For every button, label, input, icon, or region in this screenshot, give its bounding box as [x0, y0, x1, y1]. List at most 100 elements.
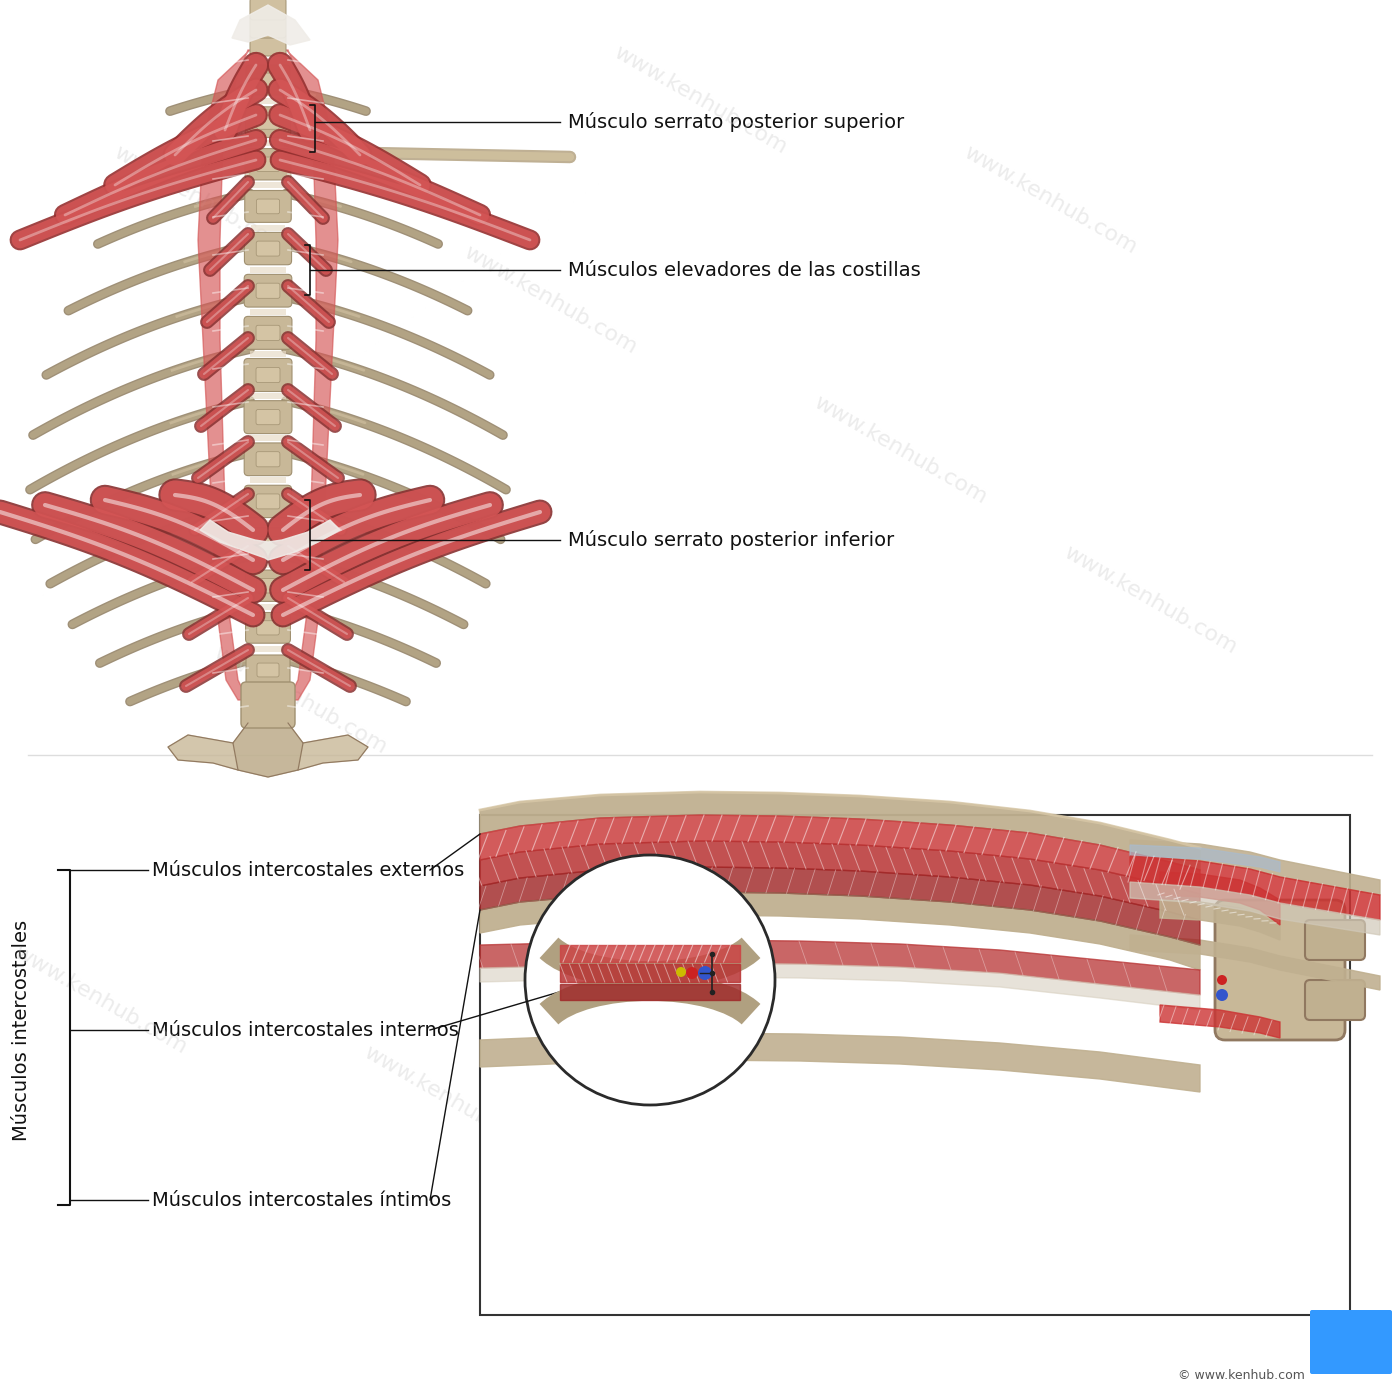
Bar	[252, 645, 284, 652]
FancyBboxPatch shape	[245, 232, 291, 265]
Text: www.kenhub.com: www.kenhub.com	[360, 1042, 540, 1158]
Bar	[251, 266, 286, 273]
FancyBboxPatch shape	[256, 199, 280, 214]
Polygon shape	[197, 50, 251, 700]
Circle shape	[525, 855, 776, 1105]
FancyBboxPatch shape	[244, 358, 293, 392]
Polygon shape	[232, 722, 302, 777]
Polygon shape	[480, 867, 1200, 945]
Polygon shape	[298, 735, 368, 770]
Text: Músculo serrato posterior inferior: Músculo serrato posterior inferior	[568, 531, 895, 550]
Polygon shape	[480, 963, 1200, 1009]
Polygon shape	[1161, 872, 1280, 925]
Polygon shape	[1161, 1005, 1280, 1037]
Text: www.kenhub.com: www.kenhub.com	[10, 942, 190, 1058]
Text: KEN: KEN	[1330, 1322, 1372, 1340]
FancyBboxPatch shape	[258, 73, 279, 87]
FancyBboxPatch shape	[256, 494, 280, 510]
FancyBboxPatch shape	[1215, 900, 1345, 1040]
Text: www.kenhub.com: www.kenhub.com	[610, 42, 790, 158]
Text: www.kenhub.com: www.kenhub.com	[1009, 1193, 1190, 1308]
FancyBboxPatch shape	[245, 148, 291, 181]
Polygon shape	[1161, 900, 1280, 939]
Polygon shape	[480, 892, 1200, 970]
FancyBboxPatch shape	[251, 0, 286, 20]
FancyBboxPatch shape	[245, 106, 290, 137]
Bar	[251, 603, 284, 610]
FancyBboxPatch shape	[256, 620, 279, 636]
FancyBboxPatch shape	[258, 664, 279, 678]
FancyBboxPatch shape	[256, 241, 280, 256]
FancyBboxPatch shape	[251, 15, 286, 38]
FancyBboxPatch shape	[245, 570, 291, 602]
Polygon shape	[168, 735, 238, 770]
FancyBboxPatch shape	[245, 190, 291, 223]
Polygon shape	[480, 1033, 1200, 1092]
Bar	[251, 351, 286, 357]
Polygon shape	[480, 815, 1200, 895]
FancyBboxPatch shape	[256, 367, 280, 382]
FancyBboxPatch shape	[256, 283, 280, 298]
Bar	[251, 519, 286, 525]
Polygon shape	[480, 841, 1200, 920]
Text: HUB: HUB	[1330, 1345, 1372, 1364]
Bar	[252, 98, 284, 104]
FancyBboxPatch shape	[244, 274, 291, 307]
Bar	[251, 182, 284, 189]
FancyBboxPatch shape	[256, 410, 280, 424]
FancyBboxPatch shape	[244, 400, 293, 434]
Polygon shape	[232, 6, 309, 45]
FancyBboxPatch shape	[256, 157, 280, 172]
FancyBboxPatch shape	[241, 682, 295, 728]
FancyBboxPatch shape	[246, 655, 290, 685]
Text: Músculos elevadores de las costillas: Músculos elevadores de las costillas	[568, 260, 921, 280]
Circle shape	[699, 966, 713, 980]
Polygon shape	[286, 50, 337, 700]
Bar	[252, 140, 284, 146]
FancyBboxPatch shape	[245, 613, 290, 643]
Circle shape	[686, 967, 699, 979]
Text: Músculos intercostales íntimos: Músculos intercostales íntimos	[153, 1190, 451, 1210]
Text: Músculo serrato posterior superior: Músculo serrato posterior superior	[568, 112, 904, 132]
Bar	[251, 224, 286, 231]
Polygon shape	[1130, 846, 1280, 872]
FancyBboxPatch shape	[245, 486, 291, 518]
Bar	[480, 815, 1350, 1315]
Bar	[251, 477, 286, 483]
Text: Músculos intercostales externos: Músculos intercostales externos	[153, 861, 465, 879]
FancyBboxPatch shape	[256, 578, 280, 594]
Text: www.kenhub.com: www.kenhub.com	[210, 643, 391, 757]
Circle shape	[1217, 988, 1228, 1001]
FancyBboxPatch shape	[256, 536, 280, 552]
FancyBboxPatch shape	[1310, 1310, 1392, 1373]
Bar	[251, 309, 286, 315]
FancyBboxPatch shape	[251, 34, 286, 56]
Text: www.kenhub.com: www.kenhub.com	[811, 392, 990, 508]
Text: www.kenhub.com: www.kenhub.com	[111, 143, 290, 258]
Bar	[251, 561, 286, 567]
Polygon shape	[560, 965, 741, 981]
FancyBboxPatch shape	[256, 452, 280, 466]
Text: www.kenhub.com: www.kenhub.com	[960, 143, 1140, 258]
Polygon shape	[480, 939, 1200, 995]
Polygon shape	[200, 519, 340, 560]
Polygon shape	[560, 945, 741, 962]
FancyBboxPatch shape	[245, 528, 291, 560]
Text: Músculos intercostales internos: Músculos intercostales internos	[153, 1021, 459, 1039]
Text: Músculos intercostales: Músculos intercostales	[13, 920, 32, 1141]
FancyBboxPatch shape	[244, 442, 291, 476]
Bar	[251, 435, 286, 441]
Polygon shape	[480, 792, 1200, 869]
Text: www.kenhub.com: www.kenhub.com	[1060, 542, 1240, 658]
Polygon shape	[1130, 935, 1380, 990]
Text: www.kenhub.com: www.kenhub.com	[710, 1142, 890, 1257]
Text: © www.kenhub.com: © www.kenhub.com	[1179, 1369, 1305, 1382]
Polygon shape	[1130, 882, 1380, 935]
Bar	[251, 393, 286, 399]
FancyBboxPatch shape	[1305, 980, 1365, 1021]
Circle shape	[676, 967, 686, 977]
Polygon shape	[1130, 840, 1380, 895]
FancyBboxPatch shape	[246, 64, 290, 95]
FancyBboxPatch shape	[256, 325, 280, 340]
FancyBboxPatch shape	[256, 115, 279, 129]
